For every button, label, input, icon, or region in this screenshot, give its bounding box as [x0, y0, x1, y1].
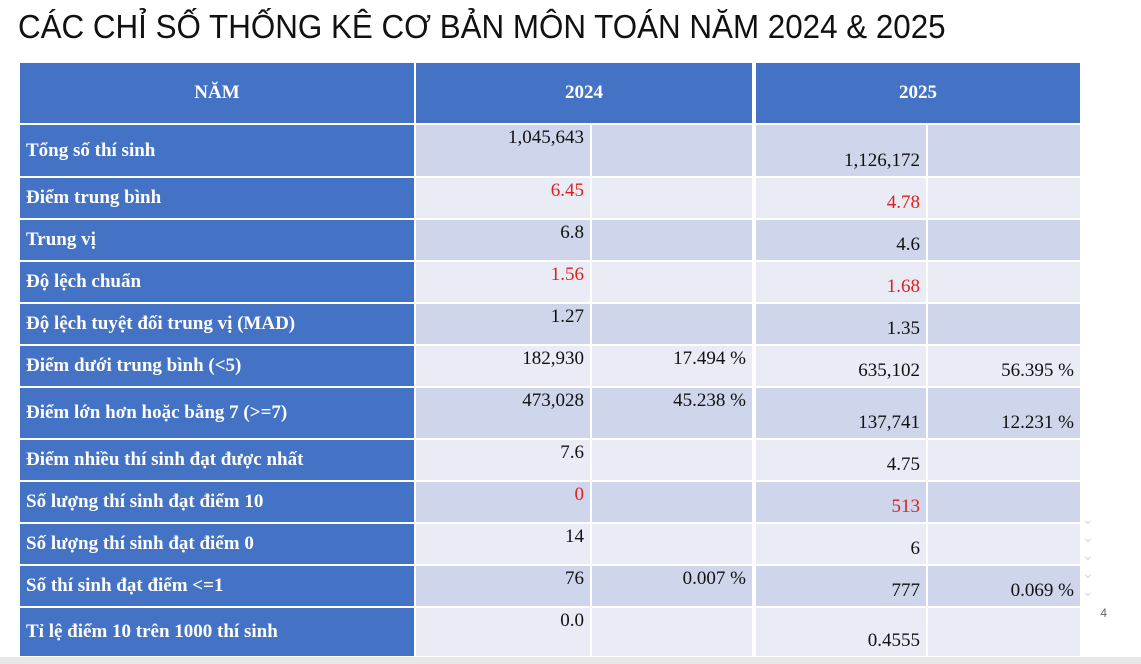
value-2025: 0.4555 [756, 608, 926, 656]
value-2024: 6.45 [416, 178, 590, 218]
percent-2025 [928, 440, 1080, 480]
row-label: Số lượng thí sinh đạt điểm 0 [20, 524, 414, 564]
value-2025: 4.78 [756, 178, 926, 218]
row-label: Điểm lớn hơn hoặc bằng 7 (>=7) [20, 388, 414, 438]
row-label: Điểm trung bình [20, 178, 414, 218]
row-label: Số thí sinh đạt điểm <=1 [20, 566, 414, 606]
value-2024: 6.8 [416, 220, 590, 260]
percent-2024: 45.238 % [592, 388, 752, 438]
value-2024: 473,028 [416, 388, 590, 438]
value-2025: 137,741 [756, 388, 926, 438]
value-2025: 635,102 [756, 346, 926, 386]
row-label: Độ lệch tuyệt đối trung vị (MAD) [20, 304, 414, 344]
percent-2024 [592, 608, 752, 656]
value-2025: 1,126,172 [756, 125, 926, 176]
header-2024: 2024 [416, 63, 752, 123]
stats-table: NĂM 2024 2025 Tổng số thí sinh 1,045,643 1… [20, 63, 1080, 656]
percent-2025 [928, 262, 1080, 302]
value-2025: 513 [756, 482, 926, 522]
percent-2025 [928, 524, 1080, 564]
value-2025: 1.68 [756, 262, 926, 302]
header-2025: 2025 [756, 63, 1080, 123]
header-year-label: NĂM [20, 63, 414, 123]
row-label: Tỉ lệ điểm 10 trên 1000 thí sinh [20, 608, 414, 656]
percent-2025 [928, 482, 1080, 522]
decorative-chevrons-icon: ⌄ ⌄ ⌄ ⌄ ⌄ [1082, 511, 1094, 599]
percent-2024 [592, 125, 752, 176]
value-2024: 182,930 [416, 346, 590, 386]
percent-2025 [928, 178, 1080, 218]
percent-2025: 0.069 % [928, 566, 1080, 606]
value-2024: 0.0 [416, 608, 590, 656]
value-2025: 1.35 [756, 304, 926, 344]
value-2024: 1.56 [416, 262, 590, 302]
value-2025: 6 [756, 524, 926, 564]
percent-2024 [592, 482, 752, 522]
value-2024: 14 [416, 524, 590, 564]
percent-2025 [928, 608, 1080, 656]
percent-2025 [928, 125, 1080, 176]
percent-2024 [592, 178, 752, 218]
page-number: 4 [1100, 606, 1107, 620]
value-2024: 76 [416, 566, 590, 606]
row-label: Số lượng thí sinh đạt điểm 10 [20, 482, 414, 522]
value-2024: 0 [416, 482, 590, 522]
value-2024: 1.27 [416, 304, 590, 344]
percent-2024: 0.007 % [592, 566, 752, 606]
value-2025: 4.75 [756, 440, 926, 480]
value-2025: 777 [756, 566, 926, 606]
row-label: Điểm dưới trung bình (<5) [20, 346, 414, 386]
percent-2024 [592, 262, 752, 302]
percent-2025 [928, 220, 1080, 260]
slide-bottom-edge [0, 657, 1141, 664]
value-2024: 7.6 [416, 440, 590, 480]
percent-2024 [592, 304, 752, 344]
row-label: Điểm nhiều thí sinh đạt được nhất [20, 440, 414, 480]
percent-2025 [928, 304, 1080, 344]
row-label: Trung vị [20, 220, 414, 260]
percent-2024 [592, 220, 752, 260]
percent-2025: 12.231 % [928, 388, 1080, 438]
percent-2025: 56.395 % [928, 346, 1080, 386]
row-label: Độ lệch chuẩn [20, 262, 414, 302]
value-2024: 1,045,643 [416, 125, 590, 176]
percent-2024: 17.494 % [592, 346, 752, 386]
slide-title: CÁC CHỈ SỐ THỐNG KÊ CƠ BẢN MÔN TOÁN NĂM … [18, 8, 946, 45]
row-label: Tổng số thí sinh [20, 125, 414, 176]
percent-2024 [592, 440, 752, 480]
value-2025: 4.6 [756, 220, 926, 260]
percent-2024 [592, 524, 752, 564]
